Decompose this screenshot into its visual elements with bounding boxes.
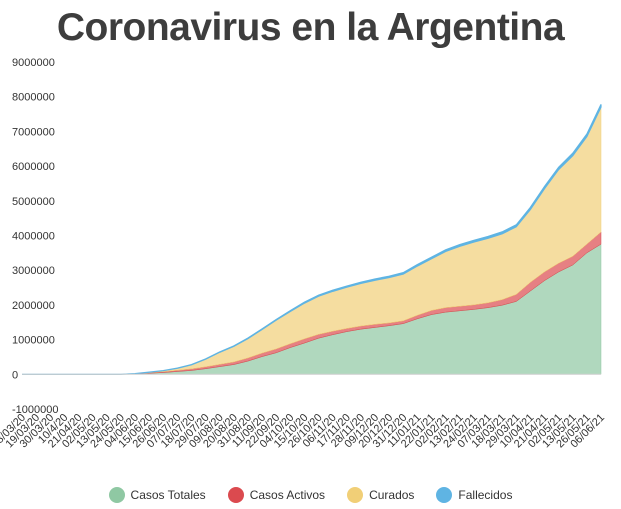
series-areas [22, 104, 602, 375]
legend-label: Fallecidos [458, 488, 513, 502]
y-tick-label: 0 [12, 369, 18, 381]
chart-title: Coronavirus en la Argentina [56, 6, 565, 49]
y-tick-label: 1000000 [12, 335, 55, 347]
y-tick-label: 7000000 [12, 126, 55, 138]
legend-item[interactable]: Casos Activos [227, 487, 326, 503]
series-area-fallecidos [22, 104, 602, 375]
x-axis-ticks: 08/03/2019/03/2030/03/2010/4/2021/04/200… [0, 412, 607, 451]
legend-swatch [108, 487, 125, 503]
legend-label: Casos Totales [130, 488, 206, 502]
y-axis-ticks: 9000000 8000000 7000000 6000000 5000000 40000… [12, 57, 59, 416]
y-tick-label: 6000000 [12, 161, 55, 173]
y-tick-label: 9000000 [12, 57, 55, 69]
y-tick-label: 2000000 [12, 300, 55, 312]
y-tick-label: 5000000 [12, 196, 55, 208]
legend-swatch [227, 487, 244, 503]
legend-label: Casos Activos [249, 488, 326, 502]
y-tick-label: 8000000 [12, 92, 55, 104]
legend-item[interactable]: Curados [347, 487, 414, 503]
legend-swatch [436, 487, 453, 503]
y-tick-label: 4000000 [12, 231, 55, 243]
y-tick-label: -1000000 [12, 404, 59, 416]
y-tick-label: 3000000 [12, 265, 55, 277]
legend-item[interactable]: Casos Totales [108, 487, 206, 503]
legend-label: Curados [369, 488, 415, 502]
legend: Casos Totales Casos Activos Curados Falleci… [0, 487, 621, 503]
legend-item[interactable]: Fallecidos [436, 487, 512, 503]
area-chart: 9000000 8000000 7000000 6000000 5000000 40000… [0, 57, 607, 451]
legend-swatch [347, 487, 364, 503]
